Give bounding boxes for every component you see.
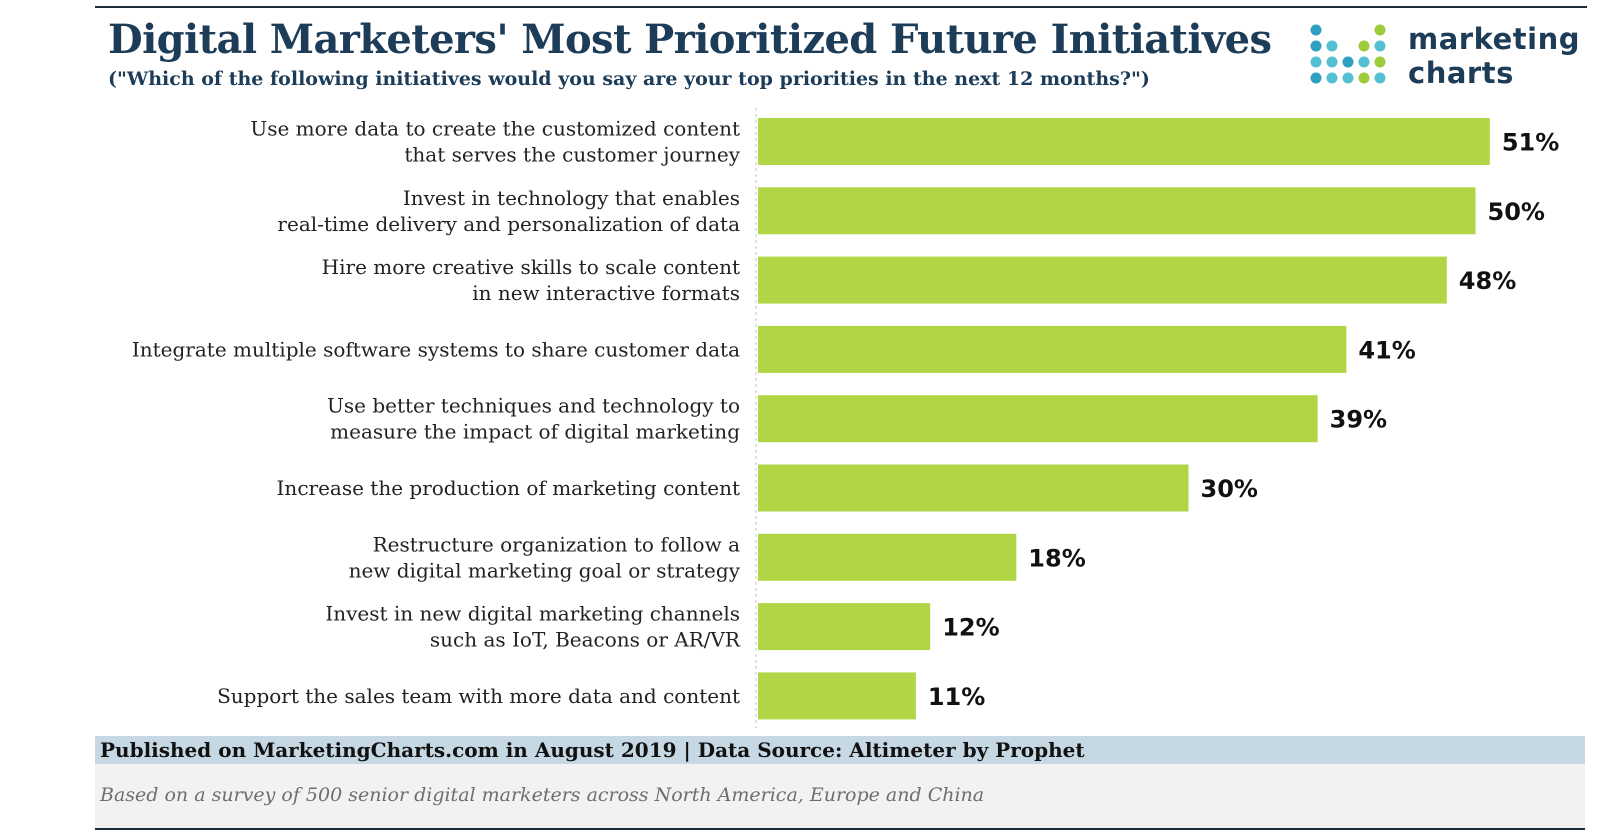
category-label: Use more data to create the customized c…	[250, 117, 740, 167]
bar	[758, 325, 1347, 373]
category-label: Increase the production of marketing con…	[277, 476, 740, 500]
chart-title: Digital Marketers' Most Prioritized Futu…	[108, 16, 1272, 63]
category-label: Use better techniques and technology to m…	[327, 394, 740, 444]
logo-dot	[1374, 72, 1386, 84]
bar-value-label: 30%	[1201, 475, 1258, 503]
footer-note: Based on a survey of 500 senior digital …	[100, 784, 985, 806]
bar	[758, 187, 1476, 235]
logo-dot	[1326, 72, 1338, 84]
bar-value-label: 39%	[1330, 406, 1387, 434]
logo-dot	[1310, 72, 1322, 84]
bar-value-label: 41%	[1358, 336, 1415, 364]
bar	[758, 672, 916, 720]
bar	[758, 256, 1447, 304]
category-label: Invest in technology that enables real-ti…	[277, 186, 740, 236]
logo-dot	[1310, 24, 1322, 36]
logo-dot	[1358, 40, 1370, 52]
logo-text-line2: charts	[1408, 56, 1514, 90]
top-rule	[95, 6, 1587, 8]
footer-source-bar	[95, 736, 1585, 764]
bar-value-label: 51%	[1502, 129, 1559, 157]
logo-dot	[1374, 56, 1386, 68]
category-label: Restructure organization to follow a new …	[349, 532, 741, 582]
logo-dot	[1342, 56, 1354, 68]
logo-dot	[1310, 40, 1322, 52]
bar	[758, 464, 1189, 512]
logo-wordmark: marketing charts	[1408, 22, 1580, 90]
bar	[758, 533, 1017, 581]
category-label: Hire more creative skills to scale conte…	[322, 255, 740, 305]
category-label: Integrate multiple software systems to s…	[132, 337, 740, 361]
logo-dot	[1358, 72, 1370, 84]
bar-value-label: 48%	[1459, 267, 1516, 295]
footer-note-background	[95, 764, 1585, 828]
bar-value-label: 18%	[1028, 544, 1085, 572]
chart-subtitle: ("Which of the following initiatives wou…	[108, 68, 1150, 90]
bar-value-label: 50%	[1488, 198, 1545, 226]
logo-dot	[1310, 56, 1322, 68]
category-label: Support the sales team with more data an…	[217, 684, 740, 708]
bottom-rule	[95, 828, 1585, 830]
bar-value-label: 11%	[928, 683, 985, 711]
logo-dot	[1358, 56, 1370, 68]
category-label: Invest in new digital marketing channels…	[325, 602, 741, 652]
logo-text-line1: marketing	[1408, 22, 1580, 56]
bar	[758, 603, 931, 651]
logo-dot	[1342, 72, 1354, 84]
logo-dot	[1326, 56, 1338, 68]
bar-value-label: 12%	[942, 614, 999, 642]
footer-source: Published on MarketingCharts.com in Augu…	[100, 738, 1085, 762]
logo-dot	[1326, 40, 1338, 52]
logo-dot	[1374, 40, 1386, 52]
logo-dot	[1374, 24, 1386, 36]
bar	[758, 118, 1490, 165]
marketingcharts-logo-icon	[1310, 24, 1386, 84]
bar	[758, 395, 1318, 443]
